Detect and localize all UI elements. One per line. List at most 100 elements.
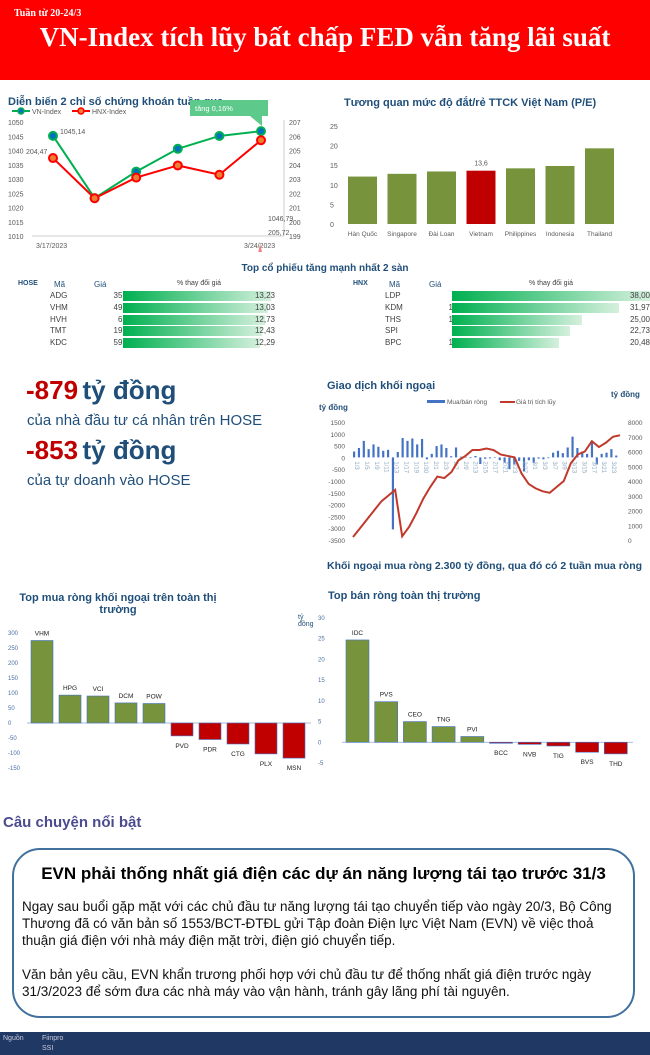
svg-text:1035: 1035: [8, 163, 24, 170]
index-chart-plot: VN-Index HNX-Index 1050 1045 1040 1035 1030 1…: [8, 100, 301, 252]
svg-text:0: 0: [8, 721, 12, 727]
svg-text:-3500: -3500: [328, 538, 345, 545]
svg-text:205: 205: [289, 149, 301, 156]
svg-text:0: 0: [318, 740, 322, 746]
change-bar: [452, 291, 650, 301]
foreign-chart-plot: Mua/bán ròng Giá trị tích lũy150010005000…: [328, 399, 643, 545]
foreign-chart-caption: Khối ngoại mua ròng 2.300 tỷ đồng, qua đ…: [327, 560, 643, 572]
col-header-code: Mã: [389, 280, 401, 289]
svg-text:1030: 1030: [8, 177, 24, 184]
svg-text:Hàn Quốc: Hàn Quốc: [348, 229, 378, 238]
stock-code: LDP: [385, 291, 401, 300]
svg-text:1/11: 1/11: [383, 461, 389, 473]
svg-text:10: 10: [318, 699, 325, 705]
stock-code: BPC: [385, 338, 402, 348]
svg-text:-1000: -1000: [328, 479, 345, 486]
header-banner: Tuần từ 20-24/3 VN-Index tích lũy bất ch…: [0, 0, 650, 80]
svg-text:-150: -150: [8, 766, 21, 772]
svg-text:250: 250: [8, 646, 19, 652]
stat2-unit: tỷ đồng: [82, 435, 177, 465]
svg-text:1/30: 1/30: [422, 461, 428, 473]
story-headline: EVN phải thống nhất giá điện các dự án n…: [41, 864, 606, 883]
svg-text:20: 20: [318, 657, 325, 663]
svg-text:1500: 1500: [331, 420, 346, 427]
stock-code: KDC: [50, 338, 67, 348]
svg-text:20: 20: [330, 144, 338, 151]
exchange-label: HOSE: [18, 280, 38, 287]
foreign-chart-title: Giao dịch khối ngoại: [327, 380, 436, 392]
svg-text:2000: 2000: [628, 509, 643, 516]
svg-text:3/15: 3/15: [580, 461, 586, 473]
svg-text:1010: 1010: [8, 234, 24, 241]
svg-text:100: 100: [8, 691, 19, 697]
svg-text:300: 300: [8, 631, 19, 637]
svg-text:-50: -50: [8, 736, 17, 742]
svg-text:1000: 1000: [628, 523, 643, 530]
svg-text:1020: 1020: [8, 206, 24, 213]
change-value: 12,43: [254, 326, 275, 336]
exchange-label: HNX: [353, 280, 368, 287]
svg-text:CTG: CTG: [231, 751, 245, 758]
story-paragraph-1: Ngay sau buổi gặp mặt với các chủ đầu tư…: [22, 899, 612, 948]
svg-text:3/21: 3/21: [600, 461, 606, 473]
svg-text:PVI: PVI: [467, 726, 478, 733]
svg-text:1045,14: 1045,14: [60, 129, 85, 136]
stat2-value: -853: [26, 435, 79, 465]
svg-text:50: 50: [8, 706, 15, 712]
change-bar: [123, 291, 271, 301]
svg-text:1040: 1040: [8, 149, 24, 156]
svg-text:1/9: 1/9: [373, 461, 379, 470]
footer-source-bar: Nguồn Fiinpro SSI: [0, 1032, 650, 1055]
svg-text:15: 15: [330, 163, 338, 170]
svg-text:Giá trị tích lũy: Giá trị tích lũy: [516, 399, 556, 406]
index-chart-title: Diễn biến 2 chỉ số chứng khoán tuần qua: [8, 96, 224, 108]
svg-text:7000: 7000: [628, 435, 643, 442]
svg-text:0: 0: [628, 538, 632, 545]
stock-code: SPI: [385, 326, 398, 336]
top-sell-title: Top bán ròng toàn thị trường: [328, 590, 481, 602]
svg-text:DCM: DCM: [119, 693, 134, 700]
change-bar: [123, 314, 265, 325]
svg-text:TIG: TIG: [553, 753, 564, 760]
svg-text:VCI: VCI: [93, 686, 104, 693]
change-value: 38,00: [629, 291, 650, 300]
pe-chart-title: Tương quan mức độ đắt/rẻ TTCK Việt Nam (…: [344, 97, 597, 109]
stat1-value: -879: [26, 375, 79, 405]
svg-text:NVB: NVB: [523, 751, 536, 758]
change-value: 13,23: [254, 291, 275, 300]
source-label: Nguồn: [3, 1035, 24, 1042]
svg-text:IDC: IDC: [352, 630, 364, 637]
svg-text:PLX: PLX: [260, 761, 273, 768]
svg-text:Philippines: Philippines: [505, 231, 537, 238]
svg-text:10: 10: [330, 183, 338, 190]
svg-text:1025: 1025: [8, 191, 24, 198]
table-row: KDC59.40012,29: [0, 338, 325, 349]
svg-text:0: 0: [330, 222, 334, 229]
chart-legend: VN-Index HNX-Index: [12, 107, 127, 116]
table-row: VHM49.00013,03: [0, 302, 325, 314]
svg-text:PVS: PVS: [380, 692, 394, 699]
svg-text:BCC: BCC: [494, 750, 508, 757]
stock-code: KDM: [385, 302, 403, 312]
svg-text:-500: -500: [332, 467, 345, 474]
hnx-top-gainers-table: HNX Mã Giá % thay đổi giá LDP6.90038,00KDM16…: [325, 280, 650, 355]
top-net-buy-chart: Top mua ròng khối ngoại trên toàn thị tr…: [0, 588, 315, 788]
svg-text:CEO: CEO: [408, 712, 422, 719]
svg-text:3/17: 3/17: [590, 461, 596, 473]
stock-code: THS: [385, 314, 401, 324]
svg-text:HPG: HPG: [63, 685, 77, 692]
svg-text:3/3: 3/3: [541, 461, 547, 470]
table-row: TMT19.00012,43: [0, 326, 325, 337]
svg-text:2/17: 2/17: [491, 461, 497, 473]
svg-text:1/3: 1/3: [353, 461, 359, 470]
svg-text:PDR: PDR: [203, 747, 217, 754]
foreign-right-unit: tỷ đồng: [611, 390, 640, 399]
svg-text:3/13: 3/13: [571, 461, 577, 473]
foreign-left-unit: tỷ đồng: [319, 403, 348, 412]
stock-code: TMT: [50, 326, 67, 336]
svg-text:30: 30: [318, 616, 325, 622]
svg-text:4000: 4000: [628, 479, 643, 486]
svg-text:25: 25: [318, 637, 325, 643]
svg-text:3/1: 3/1: [531, 461, 537, 470]
story-paragraph-2: Văn bản yêu cầu, EVN khẩn trương phối hợ…: [22, 967, 592, 999]
